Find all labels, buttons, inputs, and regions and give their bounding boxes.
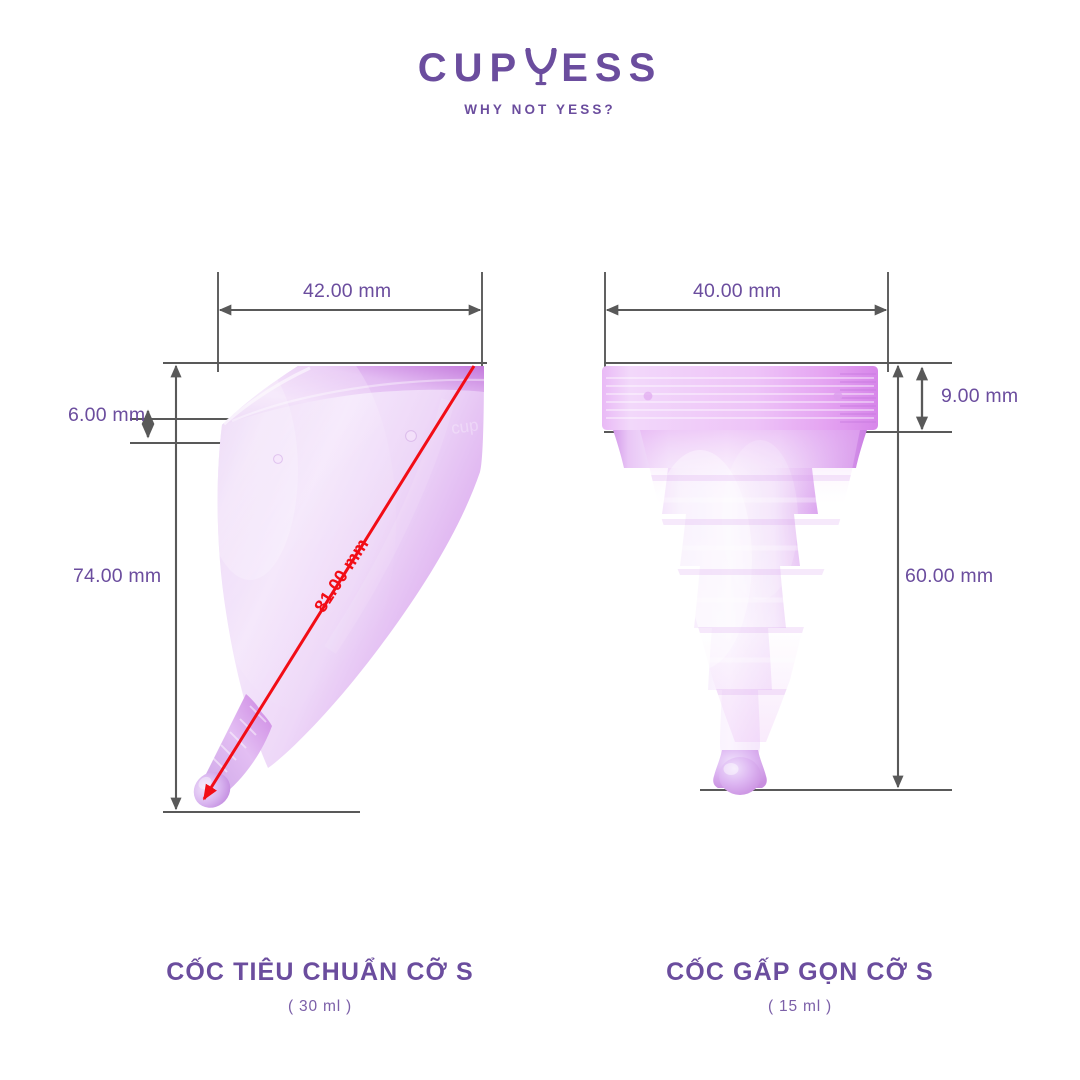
cup-embossed-text: cup <box>450 415 480 438</box>
air-hole <box>833 391 843 401</box>
stem-tip <box>719 757 761 795</box>
dimension-label-width-left: 42.00 mm <box>303 280 392 302</box>
air-hole <box>273 454 283 464</box>
brand-tagline: WHY NOT YESS? <box>464 102 616 117</box>
stem <box>713 750 767 795</box>
cup-logo-icon <box>524 47 558 88</box>
dimension-label-height-left: 74.00 mm <box>73 565 162 587</box>
caption-standard-cup: CỐC TIÊU CHUẨN CỠ S ( 30 ml ) <box>80 958 560 1016</box>
cup-rim-band <box>602 366 878 430</box>
dimension-arrow-diagonal-left <box>202 365 476 801</box>
rim-ribs <box>606 377 874 419</box>
dimension-label-rim-right: 9.00 mm <box>941 385 1019 407</box>
caption-volume: ( 30 ml ) <box>287 998 353 1015</box>
dimension-label-width-right: 40.00 mm <box>693 280 782 302</box>
collapsible-cup-illustration <box>602 366 890 795</box>
collapsible-cup-drawing <box>602 272 952 795</box>
caption-title: CỐC TIÊU CHUẨN CỠ S <box>166 958 474 986</box>
dimension-label-height-right: 60.00 mm <box>905 565 994 587</box>
standard-cup-drawing: cup <box>130 272 487 813</box>
brand-word-right: ESS <box>561 46 663 90</box>
brand-logo: CUP ESS WHY NOT YESS? <box>0 46 1080 117</box>
caption-collapsible-cup: CỐC GẤP GỌN CỠ S ( 15 ml ) <box>560 958 1040 1016</box>
air-hole <box>643 391 653 401</box>
air-hole <box>405 430 417 442</box>
caption-title: CỐC GẤP GỌN CỠ S <box>666 958 934 986</box>
brand-word-left: CUP <box>417 46 524 90</box>
caption-volume: ( 15 ml ) <box>767 998 833 1015</box>
dimension-label-rim-left: 6.00 mm <box>68 404 146 426</box>
brand-wordmark: CUP ESS <box>417 46 663 90</box>
